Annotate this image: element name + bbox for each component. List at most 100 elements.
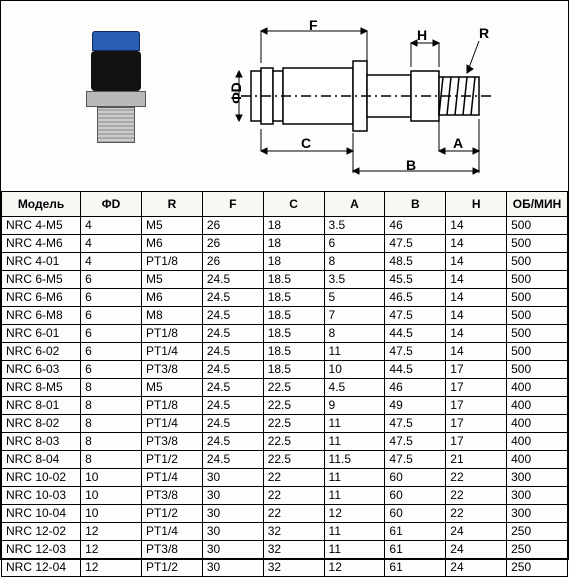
- cell-c: 22: [263, 469, 324, 487]
- th-d: ΦD: [81, 192, 142, 217]
- cell-rpm: 400: [507, 433, 568, 451]
- cell-h: 22: [446, 469, 507, 487]
- cell-d: 12: [81, 523, 142, 541]
- cell-h: 17: [446, 415, 507, 433]
- cell-model: NRC 12-02: [2, 523, 81, 541]
- cell-rpm: 500: [507, 289, 568, 307]
- th-rpm: ОБ/МИН: [507, 192, 568, 217]
- cell-c: 32: [263, 541, 324, 559]
- cell-model: NRC 6-M5: [2, 271, 81, 289]
- cell-b: 47.5: [385, 415, 446, 433]
- cell-model: NRC 6-M6: [2, 289, 81, 307]
- cell-b: 48.5: [385, 253, 446, 271]
- cell-b: 60: [385, 469, 446, 487]
- dim-label-f: F: [309, 17, 318, 33]
- cell-model: NRC 4-M6: [2, 235, 81, 253]
- cell-d: 10: [81, 487, 142, 505]
- cell-f: 30: [202, 523, 263, 541]
- cell-rpm: 500: [507, 307, 568, 325]
- cell-model: NRC 10-04: [2, 505, 81, 523]
- cell-r: PT1/4: [141, 469, 202, 487]
- cell-b: 60: [385, 487, 446, 505]
- cell-f: 30: [202, 469, 263, 487]
- cell-model: NRC 8-03: [2, 433, 81, 451]
- cell-c: 18: [263, 235, 324, 253]
- product-photo: [1, 1, 231, 191]
- cell-d: 12: [81, 559, 142, 577]
- cell-a: 12: [324, 559, 385, 577]
- cell-rpm: 250: [507, 523, 568, 541]
- cell-b: 46: [385, 217, 446, 235]
- cell-r: PT1/2: [141, 505, 202, 523]
- cell-d: 6: [81, 289, 142, 307]
- cell-b: 60: [385, 505, 446, 523]
- cell-rpm: 500: [507, 343, 568, 361]
- cell-f: 26: [202, 235, 263, 253]
- cell-model: NRC 12-04: [2, 559, 81, 577]
- cell-r: M5: [141, 217, 202, 235]
- cell-f: 30: [202, 559, 263, 577]
- cell-c: 18.5: [263, 289, 324, 307]
- cell-model: NRC 10-02: [2, 469, 81, 487]
- cell-r: PT3/8: [141, 541, 202, 559]
- table-row: NRC 10-0210PT1/43022116022300: [2, 469, 568, 487]
- cell-r: PT1/4: [141, 523, 202, 541]
- table-row: NRC 8-M58M524.522.54.54617400: [2, 379, 568, 397]
- cell-b: 47.5: [385, 433, 446, 451]
- cell-h: 14: [446, 235, 507, 253]
- cell-c: 18: [263, 217, 324, 235]
- cell-f: 24.5: [202, 361, 263, 379]
- table-row: NRC 4-014PT1/82618848.514500: [2, 253, 568, 271]
- cell-d: 4: [81, 217, 142, 235]
- table-row: NRC 10-0410PT1/23022126022300: [2, 505, 568, 523]
- cell-model: NRC 8-04: [2, 451, 81, 469]
- table-row: NRC 8-038PT3/824.522.51147.517400: [2, 433, 568, 451]
- cell-r: PT1/4: [141, 343, 202, 361]
- cell-r: M5: [141, 271, 202, 289]
- cell-rpm: 500: [507, 235, 568, 253]
- cell-b: 47.5: [385, 307, 446, 325]
- cell-d: 8: [81, 415, 142, 433]
- table-row: NRC 6-M56M524.518.53.545.514500: [2, 271, 568, 289]
- cell-f: 26: [202, 217, 263, 235]
- cell-b: 45.5: [385, 271, 446, 289]
- cell-b: 61: [385, 541, 446, 559]
- table-row: NRC 4-M54M526183.54614500: [2, 217, 568, 235]
- cell-a: 6: [324, 235, 385, 253]
- cell-c: 22.5: [263, 415, 324, 433]
- cell-h: 22: [446, 505, 507, 523]
- table-row: NRC 8-048PT1/224.522.511.547.521400: [2, 451, 568, 469]
- dim-label-r: R: [479, 25, 489, 41]
- table-row: NRC 6-M86M824.518.5747.514500: [2, 307, 568, 325]
- th-c: C: [263, 192, 324, 217]
- cell-d: 6: [81, 307, 142, 325]
- table-row: NRC 10-0310PT3/83022116022300: [2, 487, 568, 505]
- cell-d: 6: [81, 343, 142, 361]
- cell-rpm: 400: [507, 451, 568, 469]
- cell-a: 12: [324, 505, 385, 523]
- table-row: NRC 6-036PT3/824.518.51044.517500: [2, 361, 568, 379]
- cell-d: 6: [81, 325, 142, 343]
- cell-rpm: 500: [507, 253, 568, 271]
- cell-h: 21: [446, 451, 507, 469]
- cell-r: M6: [141, 235, 202, 253]
- cell-c: 22.5: [263, 451, 324, 469]
- cell-c: 18.5: [263, 361, 324, 379]
- cell-a: 3.5: [324, 217, 385, 235]
- th-b: B: [385, 192, 446, 217]
- cell-model: NRC 6-01: [2, 325, 81, 343]
- spec-table-wrap: Модель ΦD R F C A B H ОБ/МИН NRC 4-M54M5…: [1, 191, 568, 577]
- page: F H R ΦD C B A Модель ΦD R F C A: [0, 0, 569, 560]
- cell-c: 22: [263, 487, 324, 505]
- cell-d: 12: [81, 541, 142, 559]
- cell-f: 24.5: [202, 397, 263, 415]
- cell-rpm: 400: [507, 415, 568, 433]
- th-a: A: [324, 192, 385, 217]
- cell-d: 8: [81, 397, 142, 415]
- cell-a: 11: [324, 523, 385, 541]
- cell-r: PT1/4: [141, 415, 202, 433]
- table-row: NRC 12-0312PT3/83032116124250: [2, 541, 568, 559]
- cell-c: 18: [263, 253, 324, 271]
- cell-a: 3.5: [324, 271, 385, 289]
- cell-rpm: 500: [507, 361, 568, 379]
